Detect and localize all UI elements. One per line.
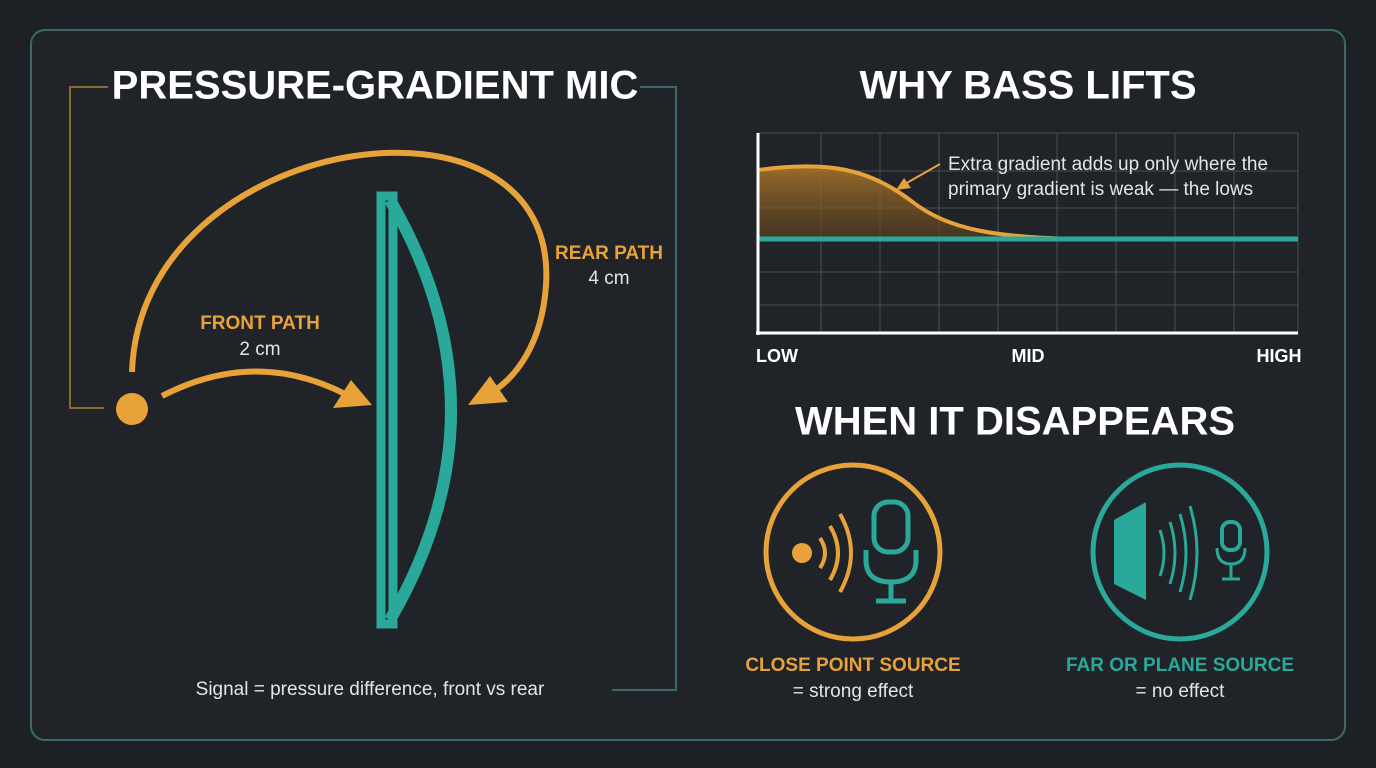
extra-gradient-curve [757, 164, 1081, 241]
panel-title: PRESSURE-GRADIENT MIC [112, 64, 639, 108]
panel-title: WHY BASS LIFTS [859, 64, 1196, 108]
rear-path-arrow [129, 149, 550, 395]
axis-label: HIGH [1257, 346, 1302, 366]
panel-title: WHEN IT DISAPPEARS [795, 400, 1235, 444]
front-path-arrow [160, 368, 347, 399]
case-label: FAR OR PLANE SOURCE [1066, 655, 1294, 676]
path-distance: 2 cm [239, 339, 280, 360]
caption: Signal = pressure difference, front vs r… [196, 679, 545, 700]
annotation: Extra gradient adds up only where the [948, 154, 1268, 175]
far-source-icon [1090, 462, 1270, 642]
case-effect: = strong effect [793, 681, 914, 702]
path-distance: 4 cm [588, 268, 629, 289]
bracket [69, 86, 108, 409]
case-label: CLOSE POINT SOURCE [745, 655, 960, 676]
arrowhead [468, 376, 508, 405]
diaphragm [376, 191, 457, 629]
axis-label: LOW [756, 346, 798, 366]
bracket [612, 86, 677, 691]
axis-label: MID [1012, 346, 1045, 366]
sound-source [116, 393, 148, 425]
annotation: primary gradient is weak — the lows [948, 179, 1253, 200]
path-label: REAR PATH [555, 243, 663, 264]
path-label: FRONT PATH [200, 313, 320, 334]
case-effect: = no effect [1136, 681, 1226, 702]
extra-gradient-area [758, 166, 1080, 239]
arrowhead [896, 178, 911, 190]
close-source-icon [763, 462, 943, 642]
arrowhead [333, 380, 372, 408]
pointer [904, 163, 941, 185]
